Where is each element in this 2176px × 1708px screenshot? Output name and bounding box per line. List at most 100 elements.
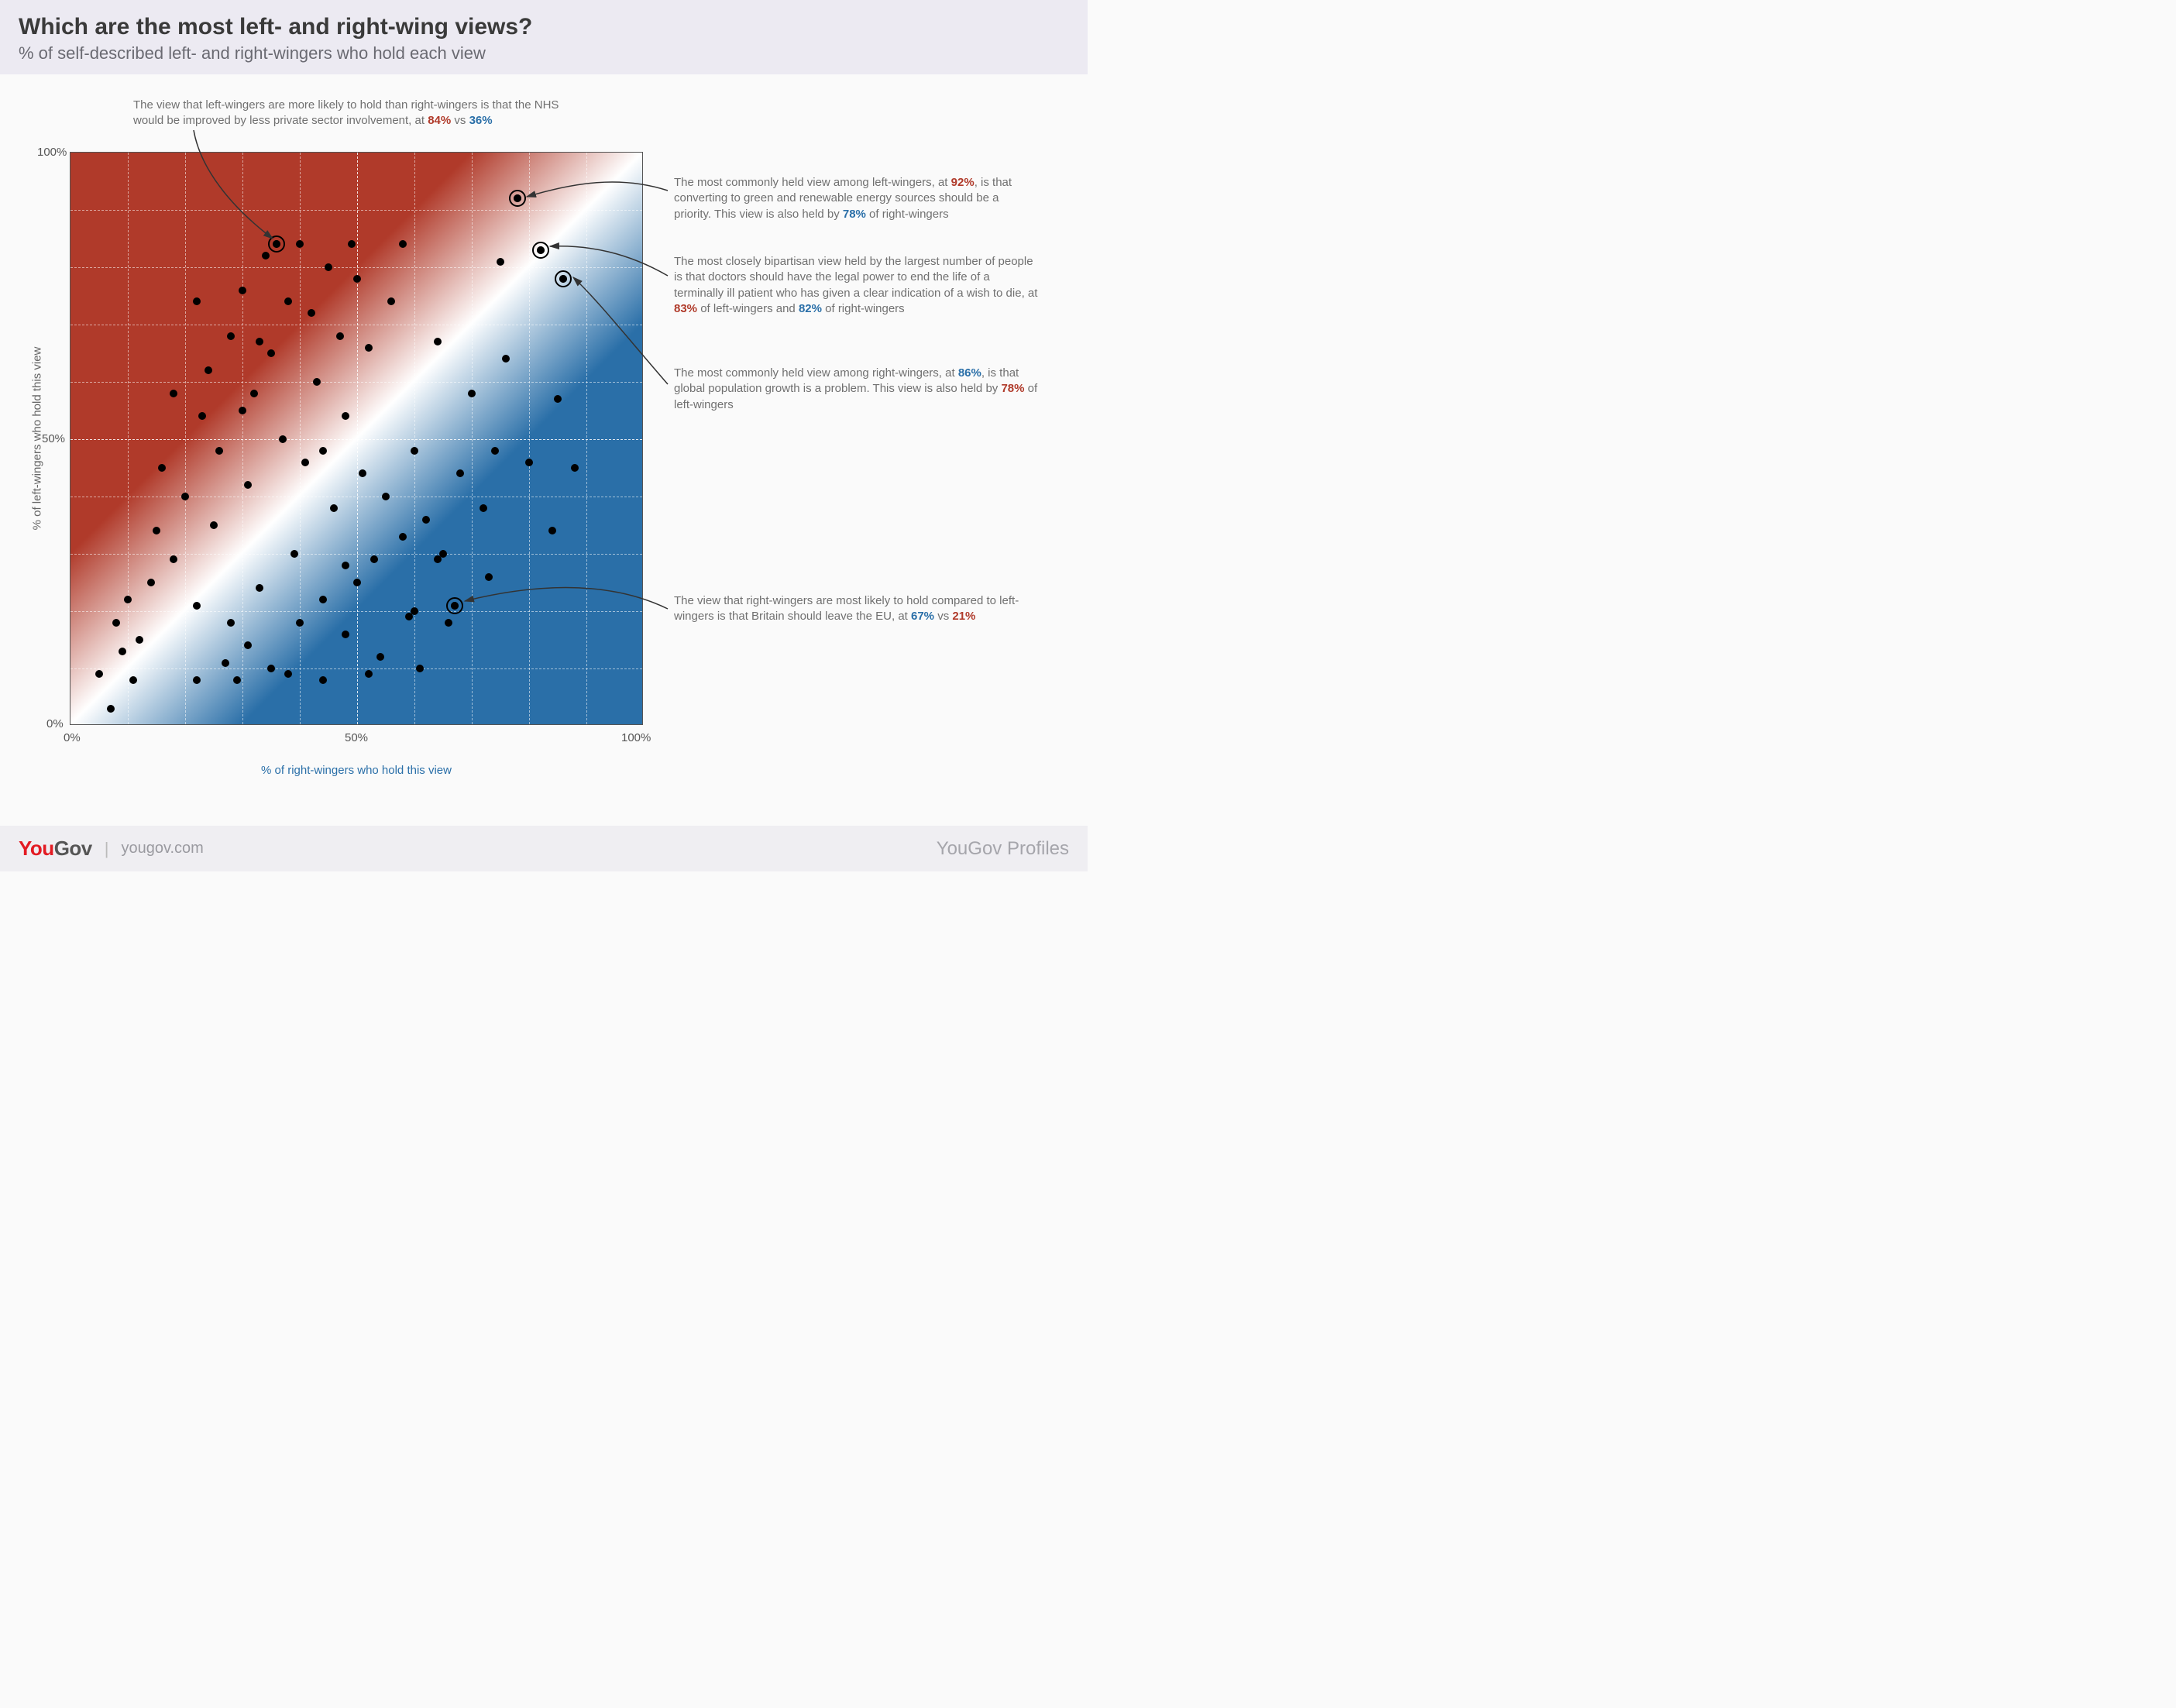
chart-title: Which are the most left- and right-wing … xyxy=(19,14,1069,40)
data-point xyxy=(284,297,292,305)
data-point xyxy=(342,562,349,569)
data-point xyxy=(468,390,476,397)
data-point xyxy=(107,705,115,713)
data-point xyxy=(411,607,418,615)
data-point xyxy=(158,464,166,472)
data-point xyxy=(348,240,356,248)
data-point xyxy=(525,459,533,466)
data-point xyxy=(153,527,160,534)
chart-area: The view that left-wingers are more like… xyxy=(0,74,1088,826)
annotation-population: The most commonly held view among right-… xyxy=(674,366,1038,413)
data-point xyxy=(456,469,464,477)
y-axis-label: % of left-wingers who hold this view xyxy=(31,347,44,531)
y-tick-50: 50% xyxy=(42,432,65,445)
data-point xyxy=(342,631,349,638)
data-point xyxy=(319,447,327,455)
data-point xyxy=(256,338,263,345)
data-point xyxy=(497,258,504,266)
data-point xyxy=(233,676,241,684)
data-point xyxy=(210,521,218,529)
footer-url: yougov.com xyxy=(121,840,203,857)
data-point xyxy=(411,447,418,455)
data-point xyxy=(262,252,270,259)
data-point xyxy=(193,297,201,305)
plot-wrap: 100% 50% 0% 0% 50% 100% xyxy=(70,152,643,725)
data-point xyxy=(336,332,344,340)
highlight-doctors xyxy=(532,242,549,259)
x-tick-100: 100% xyxy=(621,731,651,744)
data-point xyxy=(365,344,373,352)
chart-subtitle: % of self-described left- and right-wing… xyxy=(19,43,1069,64)
data-point xyxy=(198,412,206,420)
data-point xyxy=(129,676,137,684)
data-point xyxy=(256,584,263,592)
separator-icon: | xyxy=(105,839,109,859)
data-point xyxy=(290,550,298,558)
data-point xyxy=(353,275,361,283)
highlight-nhs xyxy=(268,235,285,253)
data-point xyxy=(136,636,143,644)
y-tick-100: 100% xyxy=(37,146,67,159)
data-point xyxy=(359,469,366,477)
data-point xyxy=(353,579,361,586)
data-point xyxy=(279,435,287,443)
data-point xyxy=(319,596,327,603)
data-point xyxy=(112,619,120,627)
data-point xyxy=(193,602,201,610)
data-point xyxy=(301,459,309,466)
data-point xyxy=(342,412,349,420)
x-tick-0: 0% xyxy=(64,731,81,744)
data-point xyxy=(330,504,338,512)
y-tick-0: 0% xyxy=(46,717,64,730)
x-tick-50: 50% xyxy=(345,731,368,744)
data-point xyxy=(502,355,510,363)
data-point xyxy=(571,464,579,472)
data-point xyxy=(485,573,493,581)
data-point xyxy=(205,366,212,374)
data-point xyxy=(95,670,103,678)
data-point xyxy=(296,240,304,248)
annotation-eu: The view that right-wingers are most lik… xyxy=(674,593,1038,625)
logo-icon: YouGov xyxy=(19,837,92,861)
data-point xyxy=(554,395,562,403)
data-point xyxy=(548,527,556,534)
data-point xyxy=(239,287,246,294)
data-point xyxy=(170,555,177,563)
data-point xyxy=(376,653,384,661)
data-point xyxy=(319,676,327,684)
data-point xyxy=(387,297,395,305)
data-point xyxy=(434,555,442,563)
data-point xyxy=(445,619,452,627)
highlight-population xyxy=(555,270,572,287)
data-point xyxy=(170,390,177,397)
data-point xyxy=(239,407,246,414)
data-point xyxy=(181,493,189,500)
data-point xyxy=(491,447,499,455)
data-point xyxy=(308,309,315,317)
data-point xyxy=(267,349,275,357)
data-point xyxy=(365,670,373,678)
highlight-green xyxy=(509,190,526,207)
data-point xyxy=(227,619,235,627)
data-point xyxy=(227,332,235,340)
data-point xyxy=(267,665,275,672)
footer-profiles: YouGov Profiles xyxy=(937,838,1069,860)
data-point xyxy=(244,641,252,649)
data-point xyxy=(147,579,155,586)
data-point xyxy=(215,447,223,455)
data-point xyxy=(480,504,487,512)
data-point xyxy=(416,665,424,672)
data-point xyxy=(250,390,258,397)
scatter-plot xyxy=(70,152,643,725)
annotation-nhs: The view that left-wingers are more like… xyxy=(133,98,567,129)
data-point xyxy=(296,619,304,627)
data-point xyxy=(422,516,430,524)
annotation-green: The most commonly held view among left-w… xyxy=(674,175,1038,222)
annotation-doctors: The most closely bipartisan view held by… xyxy=(674,254,1038,317)
data-point xyxy=(244,481,252,489)
footer: YouGov | yougov.com YouGov Profiles xyxy=(0,826,1088,871)
data-point xyxy=(399,533,407,541)
chart-container: Which are the most left- and right-wing … xyxy=(0,0,1088,871)
data-point xyxy=(193,676,201,684)
header: Which are the most left- and right-wing … xyxy=(0,0,1088,74)
